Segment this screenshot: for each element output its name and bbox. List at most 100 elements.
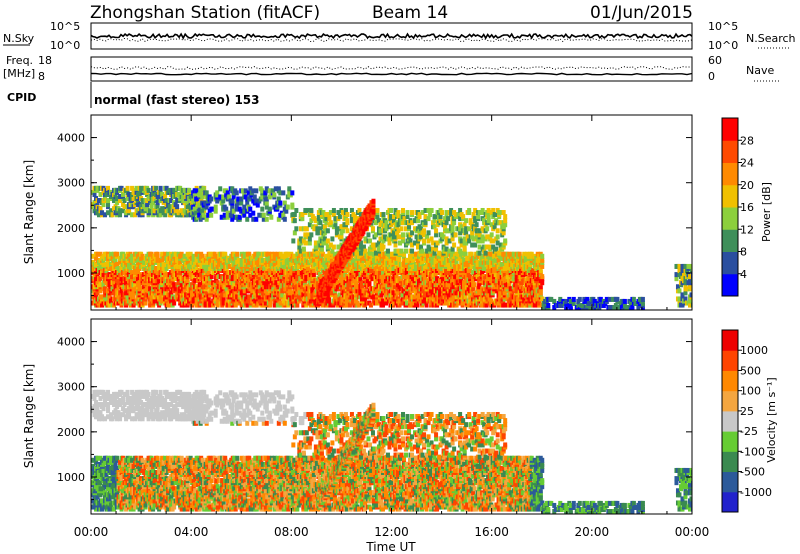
nsky-series <box>90 32 693 40</box>
power-cell <box>298 226 303 232</box>
power-cell <box>295 251 300 257</box>
power-cell <box>248 206 253 212</box>
power-cell <box>115 200 120 206</box>
power-cell <box>134 185 139 191</box>
power-cell <box>405 257 410 263</box>
power-cell <box>278 200 283 206</box>
power-cell <box>374 298 379 304</box>
power-cell <box>368 302 373 308</box>
power-cell <box>291 238 296 244</box>
power-cell <box>294 226 299 232</box>
power-cell <box>267 188 272 194</box>
power-cell <box>463 261 468 267</box>
power-cell <box>133 212 138 218</box>
power-cell <box>371 294 376 300</box>
power-cell <box>368 268 373 274</box>
power-cell <box>178 185 183 191</box>
power-cell <box>199 272 204 278</box>
power-cell <box>166 251 171 257</box>
power-cell <box>454 259 459 265</box>
power-cell <box>290 202 295 208</box>
power-cell <box>209 274 214 280</box>
power-cell <box>281 212 286 218</box>
power-cell <box>303 232 308 238</box>
power-cell <box>98 251 103 257</box>
power-cell <box>215 280 220 286</box>
power-cell <box>269 214 274 220</box>
power-cell <box>179 282 184 288</box>
power-cell <box>115 261 120 267</box>
station-title: Zhongshan Station (fitACF) <box>90 3 320 23</box>
power-heatmap <box>91 185 692 310</box>
power-cell <box>133 282 138 288</box>
power-cell <box>118 212 123 218</box>
power-cell <box>242 212 247 218</box>
power-cell <box>377 251 382 257</box>
power-cell <box>538 268 543 274</box>
power-cell <box>104 296 109 302</box>
power-cell <box>185 200 190 206</box>
power-cell <box>471 286 476 292</box>
power-cell <box>166 302 171 308</box>
power-cell <box>295 302 300 308</box>
power-cell <box>453 251 458 257</box>
beam-label: Beam 14 <box>372 3 448 23</box>
power-cell <box>221 198 226 204</box>
power-cell <box>110 212 115 218</box>
power-cell <box>191 274 196 280</box>
power-cell <box>359 296 364 302</box>
power-cell <box>242 274 247 280</box>
power-cell <box>535 296 540 302</box>
power-cell <box>463 294 468 300</box>
power-cell <box>478 259 483 265</box>
power-cell <box>185 259 190 265</box>
power-cell <box>242 204 247 210</box>
power-cell <box>103 212 108 218</box>
power-cell <box>203 200 208 206</box>
power-cell <box>496 300 501 306</box>
power-cell <box>109 251 114 257</box>
power-cell <box>106 185 111 191</box>
power-cell <box>221 194 226 200</box>
power-cell <box>158 212 163 218</box>
power-cell <box>248 186 253 192</box>
nave-label: Nave <box>746 64 774 77</box>
power-cell <box>349 255 354 261</box>
power-cell <box>322 270 327 276</box>
power-cell <box>118 198 123 204</box>
power-cell <box>505 274 510 280</box>
power-cell <box>263 190 268 196</box>
power-cell <box>278 190 283 196</box>
power-cell <box>233 302 238 308</box>
power-cell <box>234 204 239 210</box>
power-cell <box>257 276 262 282</box>
power-cell <box>140 198 145 204</box>
power-cell <box>200 208 205 214</box>
power-cell <box>230 212 235 218</box>
power-cell <box>270 188 275 194</box>
power-cell <box>245 298 250 304</box>
power-cell <box>335 280 340 286</box>
power-cell <box>276 196 281 202</box>
power-cell <box>252 194 257 200</box>
power-cell <box>302 251 307 257</box>
power-cell <box>306 232 311 238</box>
power-cell <box>169 298 174 304</box>
power-cell <box>540 253 545 259</box>
power-cell <box>540 280 545 286</box>
power-cell <box>222 212 227 218</box>
power-cell <box>355 272 360 278</box>
power-cell <box>121 208 126 214</box>
power-cell <box>98 282 103 288</box>
power-cell <box>157 265 162 271</box>
power-cell <box>235 280 240 286</box>
power-cell <box>209 196 214 202</box>
power-cell <box>514 282 519 288</box>
power-cell <box>225 214 230 220</box>
nsky-tick-top: 10^5 <box>50 20 80 33</box>
power-cell <box>213 208 218 214</box>
power-cell <box>130 212 135 218</box>
power-cell <box>405 290 410 296</box>
power-cell <box>264 204 269 210</box>
power-cell <box>292 212 297 218</box>
